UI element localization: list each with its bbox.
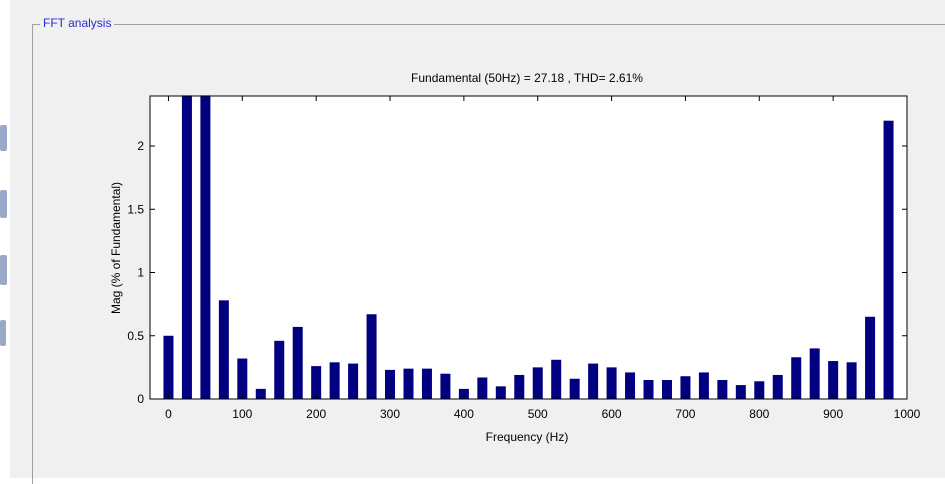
bar-550hz xyxy=(569,378,580,399)
x-tick-label: 900 xyxy=(823,407,843,421)
bar-500hz xyxy=(532,367,543,399)
y-tick-label: 1 xyxy=(137,266,144,280)
x-tick-label: 200 xyxy=(306,407,326,421)
x-tick-label: 1000 xyxy=(894,407,921,421)
bar-300hz xyxy=(385,369,396,399)
bar-225hz xyxy=(329,362,340,399)
bar-450hz xyxy=(495,386,506,399)
x-tick-label: 400 xyxy=(454,407,474,421)
bar-625hz xyxy=(625,372,636,399)
bar-200hz xyxy=(311,366,322,399)
ticks-group: 0 100 200 300 400 500 600 700 800 900 1000 0 0.5 1 1.5… xyxy=(127,96,921,421)
plot-frame xyxy=(149,95,908,400)
chart-title: Fundamental (50Hz) = 27.18 , THD= 2.61% xyxy=(411,71,643,85)
bar-850hz xyxy=(791,357,802,399)
bar-600hz xyxy=(606,367,617,399)
edge-decoration-mark xyxy=(0,190,7,218)
bar-775hz xyxy=(735,385,746,399)
y-tick-label: 0.5 xyxy=(127,329,144,343)
edge-decoration-mark xyxy=(0,255,7,285)
fft-analysis-groupbox xyxy=(32,24,945,484)
bar-725hz xyxy=(698,372,709,399)
edge-decoration-mark xyxy=(0,125,7,151)
bar-750hz xyxy=(717,380,728,399)
x-tick-label: 600 xyxy=(602,407,622,421)
y-tick-label: 0 xyxy=(137,392,144,406)
bar-125hz xyxy=(255,388,266,399)
bar-675hz xyxy=(661,380,672,399)
bar-400hz xyxy=(458,388,469,399)
bar-375hz xyxy=(440,373,451,399)
bar-900hz xyxy=(828,361,839,399)
bar-100hz xyxy=(237,358,248,399)
bar-350hz xyxy=(421,368,432,399)
fft-analysis-title: FFT analysis xyxy=(40,16,115,30)
bar-975hz xyxy=(883,120,894,399)
y-axis-label: Mag (% of Fundamental) xyxy=(109,182,123,314)
x-tick-label: 500 xyxy=(528,407,548,421)
bar-800hz xyxy=(754,381,765,399)
bar-325hz xyxy=(403,368,414,399)
bar-950hz xyxy=(865,316,876,399)
x-axis-label: Frequency (Hz) xyxy=(486,430,569,444)
bar-650hz xyxy=(643,380,654,399)
bar-175hz xyxy=(292,326,303,399)
x-tick-label: 800 xyxy=(749,407,769,421)
bar-575hz xyxy=(588,363,599,399)
bar-25hz xyxy=(181,95,192,400)
y-tick-label: 1.5 xyxy=(127,202,144,216)
y-tick-label: 2 xyxy=(137,139,144,153)
bar-525hz xyxy=(551,359,562,399)
bar-0hz xyxy=(163,335,174,399)
edge-decoration-mark xyxy=(0,320,6,346)
plot-area xyxy=(150,96,907,399)
bar-150hz xyxy=(274,340,285,399)
bar-50hz xyxy=(200,95,211,400)
x-tick-label: 300 xyxy=(380,407,400,421)
x-tick-label: 0 xyxy=(165,407,172,421)
x-tick-label: 100 xyxy=(232,407,252,421)
x-tick-label: 700 xyxy=(675,407,695,421)
bar-700hz xyxy=(680,376,691,399)
bar-275hz xyxy=(366,314,377,399)
bar-250hz xyxy=(348,363,359,399)
bar-75hz xyxy=(218,300,229,399)
bars-group xyxy=(163,95,894,400)
bar-925hz xyxy=(846,362,857,399)
bar-875hz xyxy=(809,348,820,399)
bar-475hz xyxy=(514,374,525,399)
bar-825hz xyxy=(772,374,783,399)
bar-425hz xyxy=(477,377,488,399)
